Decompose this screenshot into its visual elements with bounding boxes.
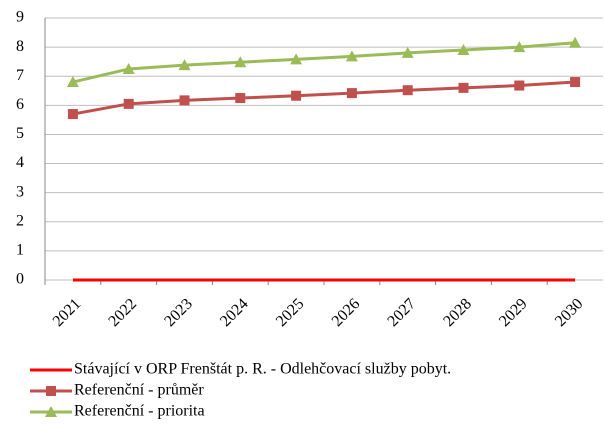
y-tick-label: 9 bbox=[16, 9, 24, 26]
marker bbox=[346, 88, 357, 99]
x-tick-label: 2021 bbox=[50, 295, 85, 330]
marker bbox=[457, 44, 470, 56]
marker bbox=[178, 59, 191, 71]
legend-marker bbox=[46, 386, 56, 396]
y-tick-label: 0 bbox=[16, 271, 24, 288]
y-tick-label: 2 bbox=[16, 212, 24, 229]
y-tick-label: 4 bbox=[16, 154, 24, 171]
marker bbox=[513, 41, 526, 53]
x-tick-label: 2024 bbox=[217, 295, 252, 330]
x-tick-label: 2022 bbox=[105, 295, 140, 330]
marker bbox=[514, 80, 525, 91]
marker bbox=[291, 90, 302, 101]
marker bbox=[345, 50, 358, 62]
x-tick-label: 2026 bbox=[329, 295, 364, 330]
legend-label: Referenční - průměr bbox=[74, 382, 204, 399]
legend-label: Referenční - priorita bbox=[74, 403, 205, 420]
y-tick-label: 7 bbox=[16, 67, 24, 84]
x-tick-label: 2028 bbox=[440, 295, 475, 330]
marker bbox=[569, 36, 582, 48]
y-tick-label: 6 bbox=[16, 96, 24, 113]
y-tick-label: 1 bbox=[16, 242, 24, 259]
marker bbox=[458, 82, 469, 93]
series-line bbox=[72, 80, 576, 116]
marker bbox=[401, 46, 414, 58]
marker bbox=[290, 53, 303, 65]
marker bbox=[179, 95, 190, 106]
marker bbox=[402, 85, 413, 96]
x-tick-label: 2030 bbox=[552, 295, 587, 330]
marker bbox=[67, 109, 78, 120]
marker bbox=[122, 62, 135, 74]
y-tick-label: 8 bbox=[16, 38, 24, 55]
x-tick-label: 2025 bbox=[273, 295, 308, 330]
marker bbox=[66, 76, 79, 88]
series-line bbox=[72, 41, 576, 84]
y-tick-label: 5 bbox=[16, 125, 24, 142]
legend-label: Stávající v ORP Frenštát p. R. - Odlehčo… bbox=[74, 361, 451, 378]
marker bbox=[123, 98, 134, 109]
legend-marker bbox=[45, 406, 57, 417]
x-tick-label: 2027 bbox=[384, 295, 419, 330]
marker bbox=[235, 93, 246, 104]
x-tick-label: 2029 bbox=[496, 295, 531, 330]
y-tick-label: 3 bbox=[16, 183, 24, 200]
x-tick-label: 2023 bbox=[161, 295, 196, 330]
marker bbox=[570, 77, 581, 88]
marker bbox=[234, 56, 247, 68]
